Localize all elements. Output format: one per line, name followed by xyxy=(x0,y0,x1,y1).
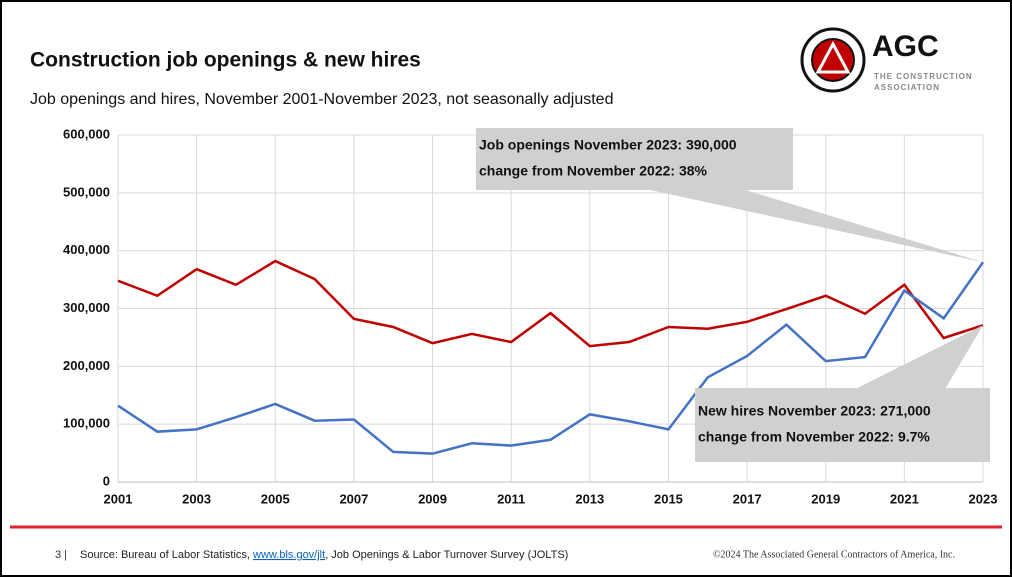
annotation: New hires November 2023: 271,000 xyxy=(698,403,931,419)
series-line xyxy=(117,261,985,455)
title: Construction job openings & new hires xyxy=(30,49,421,72)
source: Source: Bureau of Labor Statistics, www.… xyxy=(80,549,568,561)
y-tick-label: 300,000 xyxy=(63,300,110,315)
subtitle: Job openings and hires, November 2001-No… xyxy=(30,91,613,108)
x-tick-label: 2021 xyxy=(890,491,919,506)
x-tick-label: 2017 xyxy=(733,491,762,506)
logo-mark xyxy=(815,40,851,74)
logo-name: AGC xyxy=(872,30,939,63)
x-tick-label: 2009 xyxy=(418,491,447,506)
page-number: 3 | xyxy=(55,549,67,561)
source-text: Source: Bureau of Labor Statistics, xyxy=(80,549,253,561)
x-tick-label: 2005 xyxy=(261,491,290,506)
y-tick-label: 500,000 xyxy=(63,184,110,199)
callout-box xyxy=(695,388,990,462)
logo-tagline: ASSOCIATION xyxy=(874,83,940,92)
x-tick-label: 2011 xyxy=(497,491,525,506)
x-tick-label: 2015 xyxy=(654,491,683,506)
x-tick-label: 2023 xyxy=(969,491,998,506)
annotation: change from November 2022: 38% xyxy=(479,163,708,179)
x-tick-label: 2003 xyxy=(182,491,211,506)
logo: AGC THE CONSTRUCTION ASSOCIATION xyxy=(800,27,973,93)
y-tick-label: 100,000 xyxy=(63,416,110,431)
logo-tagline: THE CONSTRUCTION xyxy=(874,72,973,81)
callout-pointer xyxy=(857,325,983,388)
x-tick-label: 2013 xyxy=(575,491,604,506)
y-tick-label: 200,000 xyxy=(63,358,110,373)
plot: 0 100,000 200,000 300,000 400,000 500,000 600,… xyxy=(63,126,997,506)
series-line xyxy=(117,259,984,348)
x-tick-label: 2019 xyxy=(811,491,840,506)
annotation: Job openings November 2023: 390,000 xyxy=(479,137,737,153)
copyright: ©2024 The Associated General Contractors… xyxy=(713,549,955,560)
x-tick-label: 2001 xyxy=(104,491,133,506)
y-tick-label: 0 xyxy=(103,473,110,488)
callout-box xyxy=(476,128,793,190)
annotation: change from November 2022: 9.7% xyxy=(698,429,930,445)
x-tick-label: 2007 xyxy=(339,491,368,506)
y-tick-label: 600,000 xyxy=(63,126,110,141)
y-tick-label: 400,000 xyxy=(63,242,110,257)
callout-pointer xyxy=(650,190,983,263)
source-text: , Job Openings & Labor Turnover Survey (… xyxy=(325,549,568,561)
source-link[interactable]: www.bls.gov/jlt xyxy=(252,549,325,561)
